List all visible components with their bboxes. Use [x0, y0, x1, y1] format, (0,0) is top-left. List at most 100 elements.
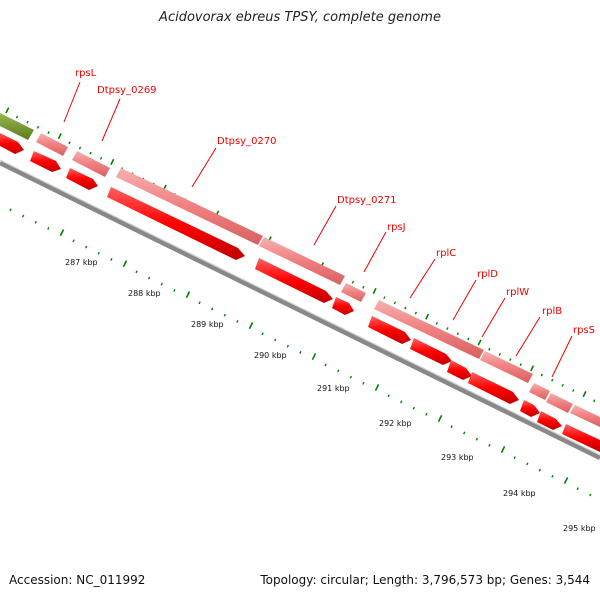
outer-minor-tick — [404, 306, 407, 310]
scale-minor-tick — [173, 288, 176, 292]
scale-label-290: 290 kbp — [254, 351, 287, 360]
scale-minor-tick — [299, 350, 302, 354]
scale-minor-tick — [551, 474, 554, 478]
prev-feature-bar[interactable] — [0, 113, 34, 140]
scale-label-292: 292 kbp — [379, 419, 412, 428]
scale-minor-tick — [324, 363, 327, 367]
gene-label-rplD[interactable]: rplD — [477, 269, 498, 280]
outer-major-tick — [582, 391, 587, 398]
scale-minor-tick — [463, 431, 466, 435]
gene-label-rplB[interactable]: rplB — [542, 306, 562, 317]
scale-label-293: 293 kbp — [441, 453, 474, 462]
gene-label-rplW[interactable]: rplW — [506, 287, 529, 298]
scale-minor-tick — [400, 400, 403, 404]
scale-minor-tick — [274, 338, 277, 342]
scale-minor-tick — [513, 456, 516, 460]
scale-minor-tick — [160, 282, 163, 286]
scale-major-tick — [437, 415, 443, 423]
outer-major-tick — [477, 339, 482, 346]
outer-minor-tick — [26, 120, 29, 124]
gene-label-rpsS[interactable]: rpsS — [573, 325, 595, 336]
gene-bar-Dtpsy_0269[interactable] — [72, 151, 110, 177]
gene-bar-Dtpsy_0271[interactable] — [259, 237, 345, 285]
gene-bar-Dtpsy_0270[interactable] — [116, 168, 263, 245]
gene-arrow-9[interactable] — [447, 360, 472, 380]
scale-minor-tick — [135, 270, 138, 274]
outer-minor-tick — [383, 296, 386, 300]
outer-minor-tick — [362, 285, 365, 289]
gene-arrow-12[interactable] — [537, 411, 562, 430]
leader-rplW — [481, 297, 506, 338]
scale-tick-row — [9, 208, 592, 497]
scale-minor-tick — [488, 443, 491, 447]
scale-minor-tick — [47, 227, 50, 230]
outer-minor-tick — [467, 337, 470, 341]
scale-major-tick — [500, 446, 506, 453]
scale-major-tick — [122, 260, 128, 268]
scale-minor-tick — [538, 468, 542, 472]
outer-minor-tick — [68, 141, 71, 145]
gene-arrow-7[interactable] — [368, 316, 411, 344]
gene-arrow-5[interactable] — [255, 258, 333, 303]
outer-major-tick — [57, 133, 62, 140]
scale-minor-tick — [9, 208, 12, 212]
outer-minor-tick — [414, 311, 418, 315]
gene-labels: rpsL Dtpsy_0269 Dtpsy_0270 Dtpsy_0271 rp… — [75, 68, 595, 336]
leader-rpsJ — [363, 231, 387, 273]
gene-arrow-8[interactable] — [410, 338, 452, 365]
gene-bar-rpsJ[interactable] — [341, 283, 366, 302]
gene-bar-rplC[interactable] — [374, 300, 484, 359]
outer-minor-tick — [561, 383, 564, 387]
outer-minor-tick — [351, 280, 355, 284]
gene-label-Dtpsy_0271[interactable]: Dtpsy_0271 — [337, 195, 397, 206]
gene-label-Dtpsy_0269[interactable]: Dtpsy_0269 — [97, 85, 157, 96]
leader-Dtpsy_0269 — [101, 98, 121, 142]
scale-major-tick — [248, 322, 254, 330]
outer-minor-tick — [572, 389, 575, 392]
outer-minor-tick — [456, 332, 460, 336]
leader-Dtpsy_0270 — [191, 147, 217, 188]
outer-major-tick — [110, 158, 115, 165]
gene-label-rpsJ[interactable]: rpsJ — [387, 222, 406, 233]
outer-minor-tick — [89, 151, 92, 155]
gene-bar-rpsS[interactable] — [570, 405, 600, 427]
gene-arrow-4[interactable] — [107, 187, 245, 260]
gene-bar-rpsL[interactable] — [36, 133, 68, 156]
gene-arrow-6[interactable] — [332, 297, 354, 315]
scale-minor-tick — [21, 214, 25, 218]
gene-label-rplC[interactable]: rplC — [436, 248, 456, 259]
outer-minor-tick — [47, 131, 50, 134]
scale-major-tick — [59, 229, 65, 237]
map-title: Acidovorax ebreus TPSY, complete genome — [159, 10, 441, 25]
outer-gene-track — [0, 113, 600, 427]
gene-arrow-1[interactable] — [0, 133, 24, 154]
gene-arrow-3[interactable] — [66, 168, 98, 190]
gene-bar-rplD[interactable] — [480, 351, 533, 383]
scale-label-291: 291 kbp — [317, 384, 350, 393]
outer-major-tick — [425, 313, 430, 320]
gene-arrow-10[interactable] — [468, 372, 519, 404]
backbone-outer — [0, 160, 600, 461]
scale-minor-tick — [450, 425, 453, 429]
gene-arrow-11[interactable] — [520, 400, 540, 417]
gene-label-rpsL[interactable]: rpsL — [75, 68, 97, 79]
gene-bar-rplW[interactable] — [529, 383, 550, 400]
genome-summary-text: Topology: circular; Length: 3,796,573 bp… — [260, 573, 590, 587]
scale-minor-tick — [261, 332, 264, 336]
scale-major-tick — [311, 353, 317, 361]
gene-bar-rplB[interactable] — [546, 393, 573, 413]
scale-minor-tick — [34, 220, 37, 224]
gene-label-Dtpsy_0270[interactable]: Dtpsy_0270 — [217, 136, 277, 147]
scale-minor-tick — [84, 245, 88, 249]
scale-label-289: 289 kbp — [191, 320, 224, 329]
outer-minor-tick — [488, 347, 491, 351]
outer-minor-tick — [519, 363, 522, 367]
outer-minor-tick — [498, 352, 501, 356]
outer-minor-tick — [393, 301, 397, 305]
outer-major-tick — [530, 365, 535, 372]
outer-minor-tick — [435, 321, 439, 325]
scale-label-295: 295 kbp — [563, 524, 596, 533]
gene-arrow-13[interactable] — [562, 424, 600, 452]
outer-major-tick — [5, 107, 10, 114]
gene-arrow-2[interactable] — [30, 151, 61, 172]
